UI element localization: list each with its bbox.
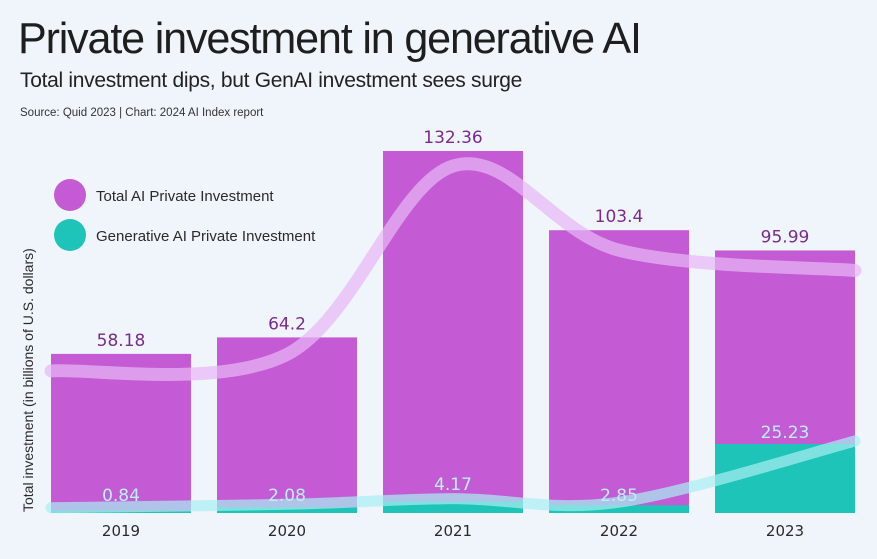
- data-label-generative-2019: 0.84: [102, 486, 140, 506]
- x-axis-ticks: 2019 2020 2021 2022 2023: [102, 522, 804, 540]
- data-label-total-2020: 64.2: [268, 314, 306, 334]
- bar-generative-2022: [549, 505, 689, 513]
- legend-swatch-generative: [54, 219, 86, 251]
- x-tick-2021: 2021: [434, 522, 472, 540]
- bar-generative-2020: [217, 507, 357, 513]
- data-label-total-2022: 103.4: [595, 207, 644, 227]
- trend-line-total: [44, 157, 862, 381]
- bar-total-2022: [549, 230, 689, 513]
- legend: Total AI Private Investment Generative A…: [54, 179, 316, 251]
- chart-source: Source: Quid 2023 | Chart: 2024 AI Index…: [20, 107, 264, 119]
- bars-layer: [51, 151, 855, 513]
- y-axis-label: Total investment (in billions of U.S. do…: [20, 248, 36, 512]
- legend-item-generative: Generative AI Private Investment: [54, 219, 316, 251]
- bar-generative-2021: [383, 501, 523, 513]
- data-label-total-2019: 58.18: [97, 331, 146, 351]
- chart-subtitle: Total investment dips, but GenAI investm…: [20, 69, 523, 92]
- x-tick-2020: 2020: [268, 522, 306, 540]
- legend-item-total: Total AI Private Investment: [54, 179, 274, 211]
- chart-title: Private investment in generative AI: [18, 14, 642, 63]
- data-label-total-2023: 95.99: [761, 227, 810, 247]
- legend-label-total: Total AI Private Investment: [96, 188, 274, 205]
- x-tick-2022: 2022: [600, 522, 638, 540]
- trend-lines-layer: [44, 157, 862, 514]
- data-label-generative-2023: 25.23: [761, 423, 810, 443]
- data-label-generative-2021: 4.17: [434, 475, 472, 495]
- data-labels-layer: 58.18 0.84 64.2 2.08 132.36 4.17 103.4 2.85 95.9…: [97, 128, 810, 506]
- x-tick-2019: 2019: [102, 522, 140, 540]
- data-label-total-2021: 132.36: [423, 128, 482, 148]
- data-label-generative-2022: 2.85: [600, 486, 638, 506]
- trend-line-generative: [45, 435, 861, 514]
- x-tick-2023: 2023: [766, 522, 804, 540]
- data-label-generative-2020: 2.08: [268, 486, 306, 506]
- legend-swatch-total: [54, 179, 86, 211]
- legend-label-generative: Generative AI Private Investment: [96, 228, 316, 245]
